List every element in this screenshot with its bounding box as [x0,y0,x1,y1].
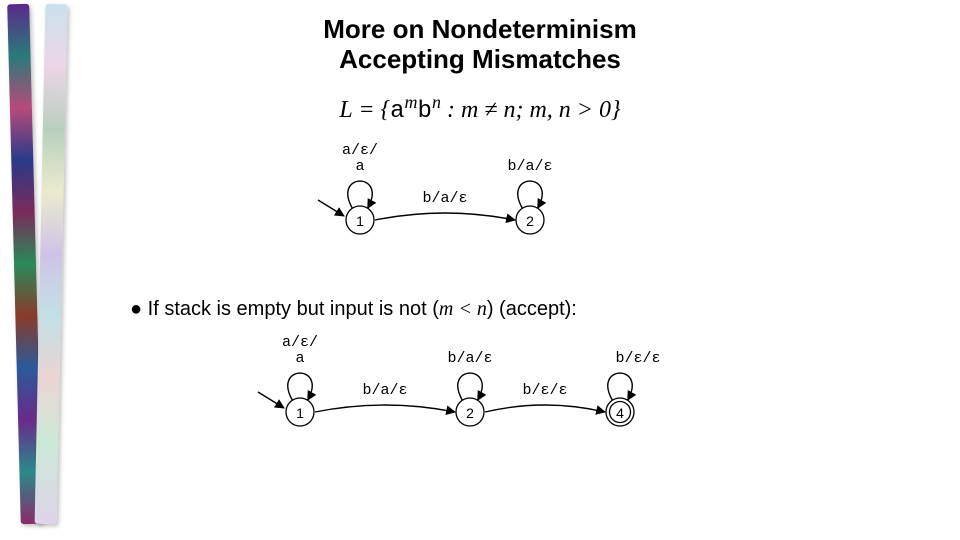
svg-text:b/a/ε: b/a/ε [447,350,492,367]
slide-title-line1: More on Nondeterminism [0,14,960,45]
svg-text:a/ε/: a/ε/ [282,334,318,351]
svg-text:b/a/ε: b/a/ε [362,382,407,399]
formula-sup-n: n [432,92,441,112]
bullet-cond: m < n [439,298,487,320]
state-1: 1 [346,206,374,234]
slide: More on Nondeterminism Accepting Mismatc… [0,0,960,540]
state-2: 2 [456,398,484,426]
formula-b: b [418,98,432,125]
svg-text:b/ε/ε: b/ε/ε [615,350,660,367]
slide-title-line2: Accepting Mismatches [0,44,960,75]
formula-sup-m: m [405,92,418,112]
bullet-text-post: ) (accept): [487,298,577,320]
svg-text:a/ε/: a/ε/ [342,142,378,159]
formula-sep: : [441,97,461,123]
svg-text:1: 1 [296,405,304,421]
decorative-ribbon-2 [35,4,68,524]
svg-text:a: a [295,350,304,367]
svg-text:b/a/ε: b/a/ε [507,158,552,175]
bullet-accept-case: ● If stack is empty but input is not (m … [130,298,577,321]
pda-diagram-bottom: a/ε/a b/a/ε b/ε/ε b/a/ε b/ε/ε 1 2 4 [240,320,760,470]
svg-text:b/a/ε: b/a/ε [422,190,467,207]
pda-diagram-top: a/ε/a b/a/ε b/a/ε 1 2 [300,130,720,270]
svg-text:1: 1 [356,213,364,229]
svg-text:2: 2 [526,213,534,229]
state-2: 2 [516,206,544,234]
state-4: 4 [606,398,634,426]
svg-text:b/ε/ε: b/ε/ε [522,382,567,399]
svg-text:a: a [355,158,364,175]
svg-text:4: 4 [616,405,624,421]
bullet-marker: ● [130,298,142,320]
formula-neq: m ≠ n [461,97,516,123]
language-definition: L = {ambn : m ≠ n; m, n > 0} [0,92,960,125]
formula-a: a [390,98,404,125]
bullet-text-pre: If stack is empty but input is not ( [142,298,439,320]
state-1: 1 [286,398,314,426]
svg-text:2: 2 [466,405,474,421]
formula-prefix: L = { [339,97,390,123]
formula-tail: ; m, n > 0} [515,97,620,123]
